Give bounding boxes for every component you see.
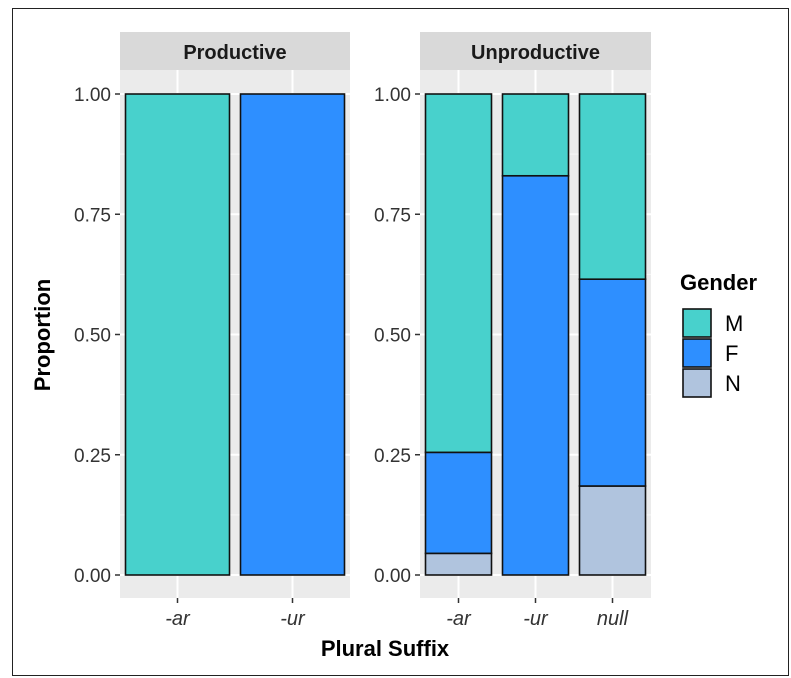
legend-key-N <box>682 368 712 398</box>
bar-segment-N-ar <box>424 552 493 576</box>
bar-segment-F-ar <box>424 451 493 555</box>
legend: Gender MFN <box>680 270 757 398</box>
bar-segment-F-ur <box>239 93 346 576</box>
legend-key-F <box>682 338 712 368</box>
x-tick-label: -ar <box>165 608 191 630</box>
x-tick-label: null <box>597 608 629 630</box>
y-tick-label: 0.75 <box>374 205 411 226</box>
x-tick-label: -ur <box>523 608 549 630</box>
y-axis-label: Proportion <box>30 279 55 391</box>
legend-label-N: N <box>725 371 741 396</box>
y-tick-label: 1.00 <box>374 85 411 106</box>
y-tick-label: 0.75 <box>74 205 111 226</box>
bar-segment-F-ur <box>501 174 570 576</box>
legend-label-M: M <box>725 311 743 336</box>
facet-title: Productive <box>183 42 286 64</box>
y-tick-label: 0.25 <box>374 446 411 467</box>
y-tick-label: 0.50 <box>74 326 111 347</box>
bar-segment-M-ur <box>501 93 570 177</box>
y-tick-label: 0.00 <box>374 566 411 587</box>
bar-segment-M-null <box>578 93 647 280</box>
facet-strip <box>420 32 651 70</box>
y-tick-label: 0.25 <box>74 446 111 467</box>
y-tick-label: 0.00 <box>74 566 111 587</box>
y-tick-label: 1.00 <box>74 85 111 106</box>
x-tick-label: -ur <box>280 608 306 630</box>
bar-segment-M-ar <box>124 93 231 576</box>
facet-panel-2: Unproductive -ar -ur null 0.00 0.25 0.50 0.75 1.… <box>374 32 651 630</box>
bar-segment-N-null <box>578 485 647 576</box>
legend-key-M <box>682 308 712 338</box>
legend-title: Gender <box>680 270 757 295</box>
y-tick-label: 0.50 <box>374 326 411 347</box>
bar-segment-F-null <box>578 278 647 487</box>
x-tick-label: -ar <box>446 608 472 630</box>
facet-title: Unproductive <box>471 42 600 64</box>
facet-panel-1: Productive -ar -ur 0.00 0.25 0.50 0.75 1.00 <box>74 32 350 630</box>
facet-strip <box>120 32 350 70</box>
x-axis-label: Plural Suffix <box>321 636 450 661</box>
legend-label-F: F <box>725 341 738 366</box>
bar-segment-M-ar <box>424 93 493 454</box>
